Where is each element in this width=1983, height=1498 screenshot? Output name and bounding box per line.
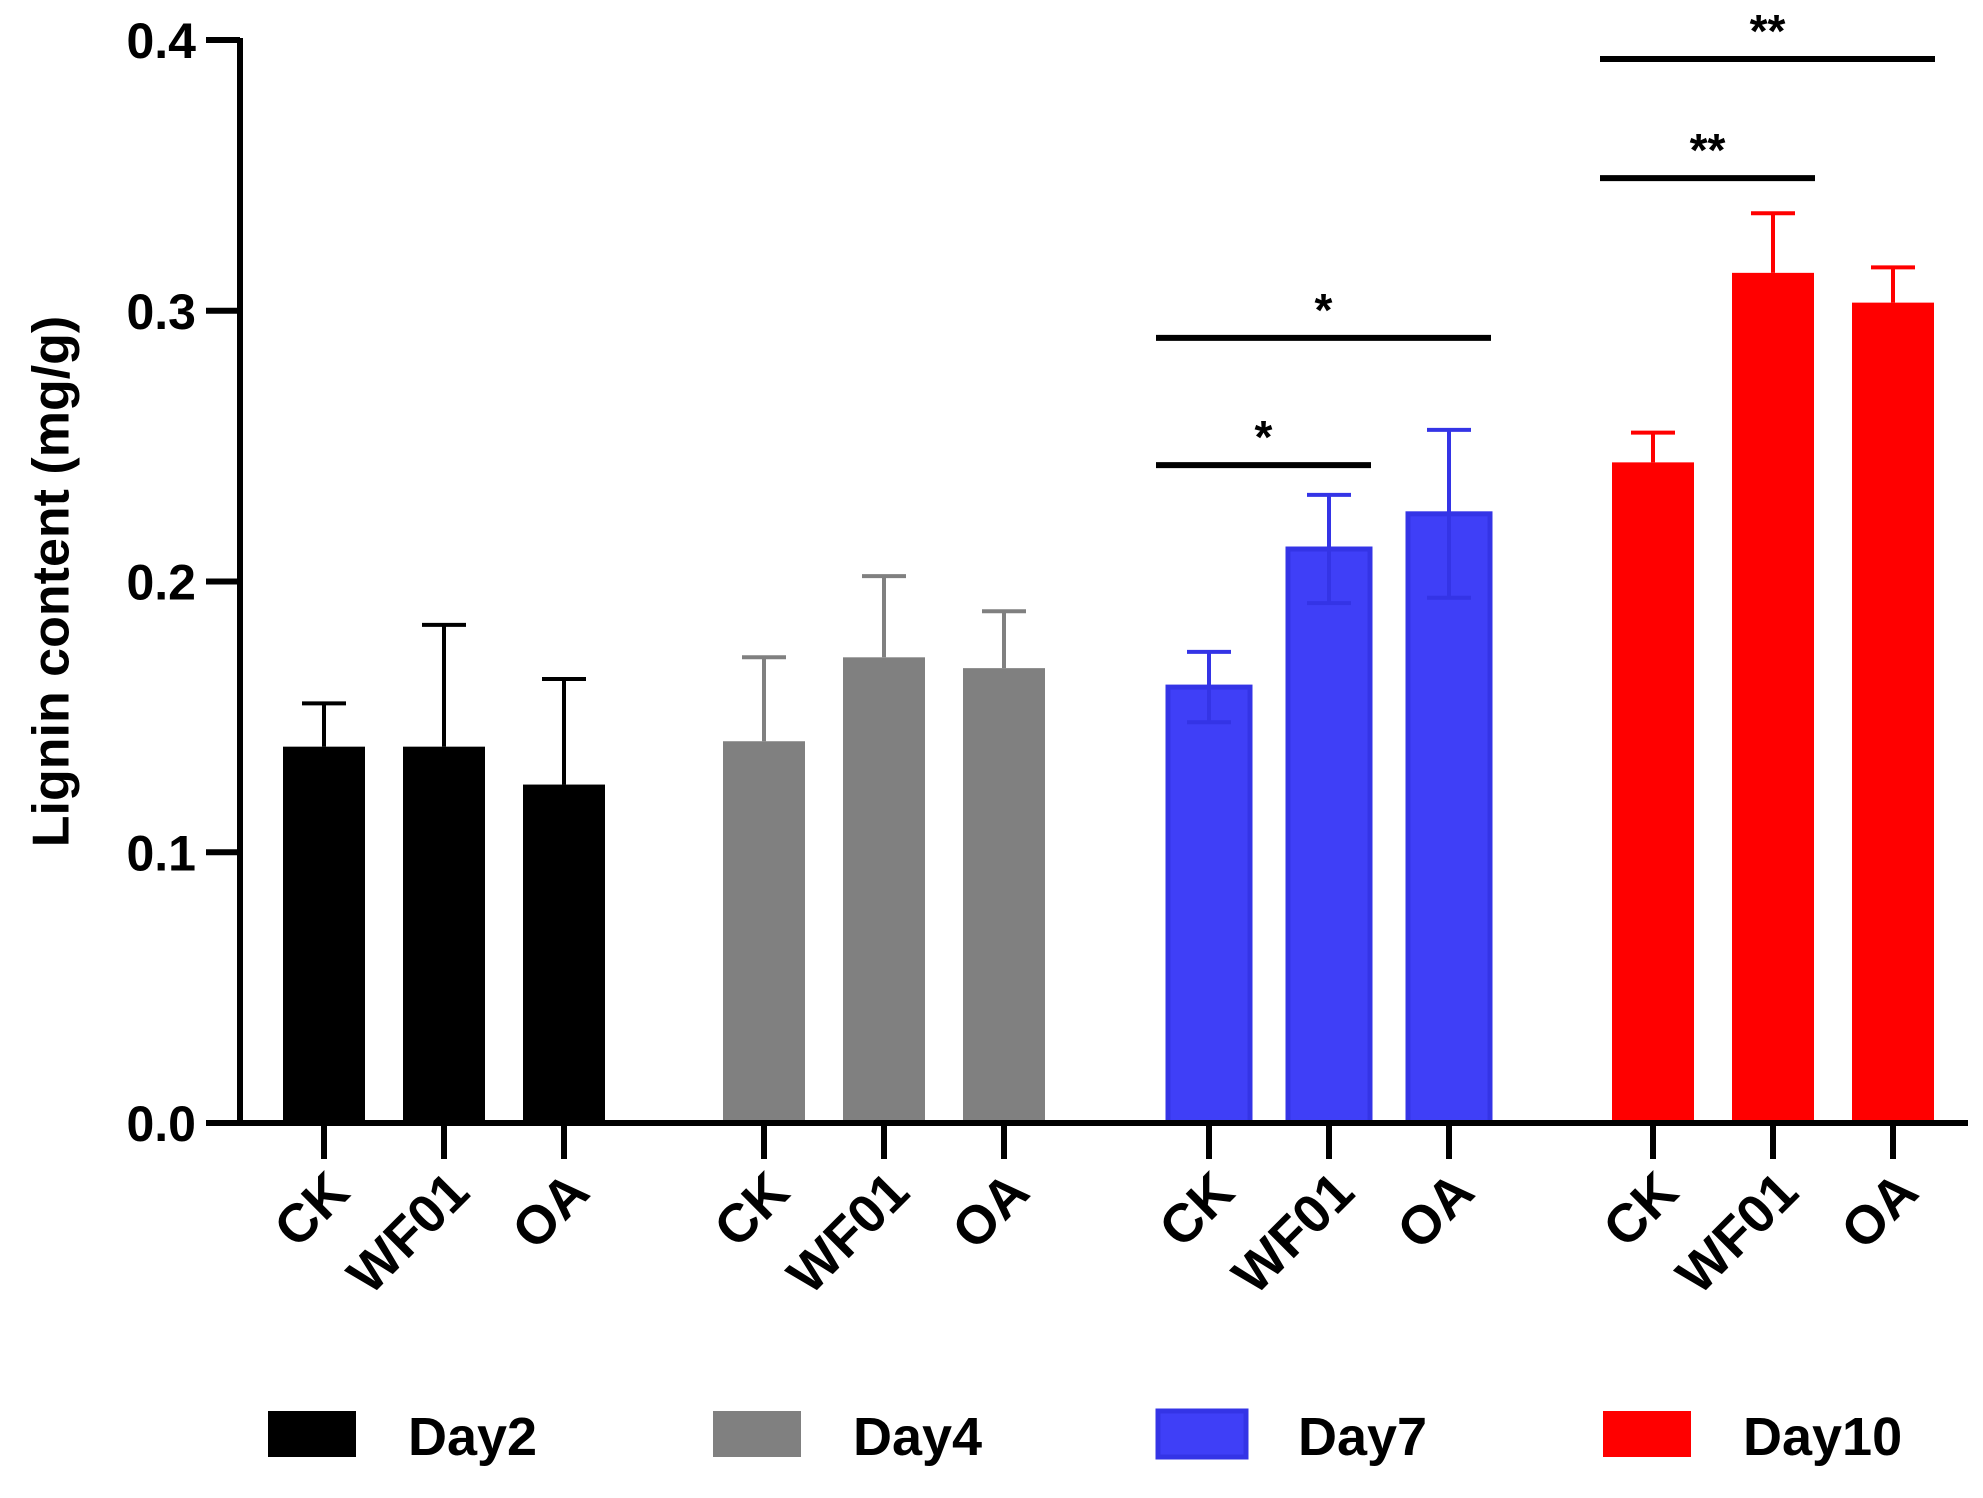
bar-day7-wf01 — [1285, 546, 1373, 1126]
x-tick-label: CK — [263, 1161, 361, 1259]
bar-day2-oa — [523, 784, 605, 1123]
legend-label: Day7 — [1298, 1407, 1427, 1467]
significance-label: ** — [1690, 124, 1726, 176]
legend-item-day10: Day10 — [1603, 1407, 1902, 1467]
y-tick-label: 0.4 — [126, 13, 196, 69]
x-tick-label: WF01 — [1665, 1161, 1809, 1305]
legend-item-day4: Day4 — [713, 1407, 982, 1467]
legend-label: Day2 — [408, 1407, 537, 1467]
y-axis-title: Lignin content (mg/g) — [23, 316, 81, 847]
legend-swatch — [1155, 1408, 1249, 1460]
significance-label: ** — [1750, 5, 1786, 57]
y-tick-label: 0.2 — [126, 555, 196, 611]
legend: Day2 Day4 Day7 Day10 — [268, 1407, 1902, 1467]
x-tick-label: WF01 — [1221, 1161, 1365, 1305]
x-tick-label: OA — [1830, 1161, 1930, 1261]
legend-swatch — [268, 1411, 356, 1457]
bars-group — [283, 211, 1934, 1126]
significance-label: * — [1315, 284, 1333, 336]
y-tick-label: 0.1 — [126, 825, 196, 881]
y-tick-label: 0.0 — [126, 1096, 196, 1152]
bar-day7-oa — [1405, 511, 1493, 1126]
legend-label: Day4 — [853, 1407, 982, 1467]
legend-swatch — [1603, 1411, 1691, 1457]
bar-day2-ck — [283, 746, 365, 1123]
bar-day2-wf01 — [403, 746, 485, 1123]
bar-day4-oa — [963, 668, 1045, 1123]
x-tick-label: CK — [1148, 1161, 1246, 1259]
significance-group: ****** — [1156, 5, 1935, 469]
x-tick-label: WF01 — [776, 1161, 920, 1305]
legend-label: Day10 — [1743, 1407, 1902, 1467]
legend-swatch — [713, 1411, 801, 1457]
bar-day7-ck — [1165, 684, 1253, 1126]
bar-day4-wf01 — [843, 657, 925, 1123]
x-tick-label: WF01 — [336, 1161, 480, 1305]
x-tick-label: OA — [941, 1161, 1041, 1261]
legend-item-day7: Day7 — [1155, 1407, 1427, 1467]
bar-day10-ck — [1612, 462, 1694, 1123]
legend-item-day2: Day2 — [268, 1407, 537, 1467]
x-tick-label: OA — [1386, 1161, 1486, 1261]
y-tick-label: 0.3 — [126, 284, 196, 340]
bar-day4-ck — [723, 741, 805, 1123]
x-tick-label: OA — [501, 1161, 601, 1261]
y-axis-group: 0.0 0.1 0.2 0.3 0.4 — [126, 13, 243, 1152]
x-tick-label: CK — [703, 1161, 801, 1259]
bar-day10-wf01 — [1732, 272, 1814, 1124]
bar-day10-oa — [1852, 302, 1934, 1123]
significance-label: * — [1255, 411, 1273, 463]
x-tick-label: CK — [1592, 1161, 1690, 1259]
